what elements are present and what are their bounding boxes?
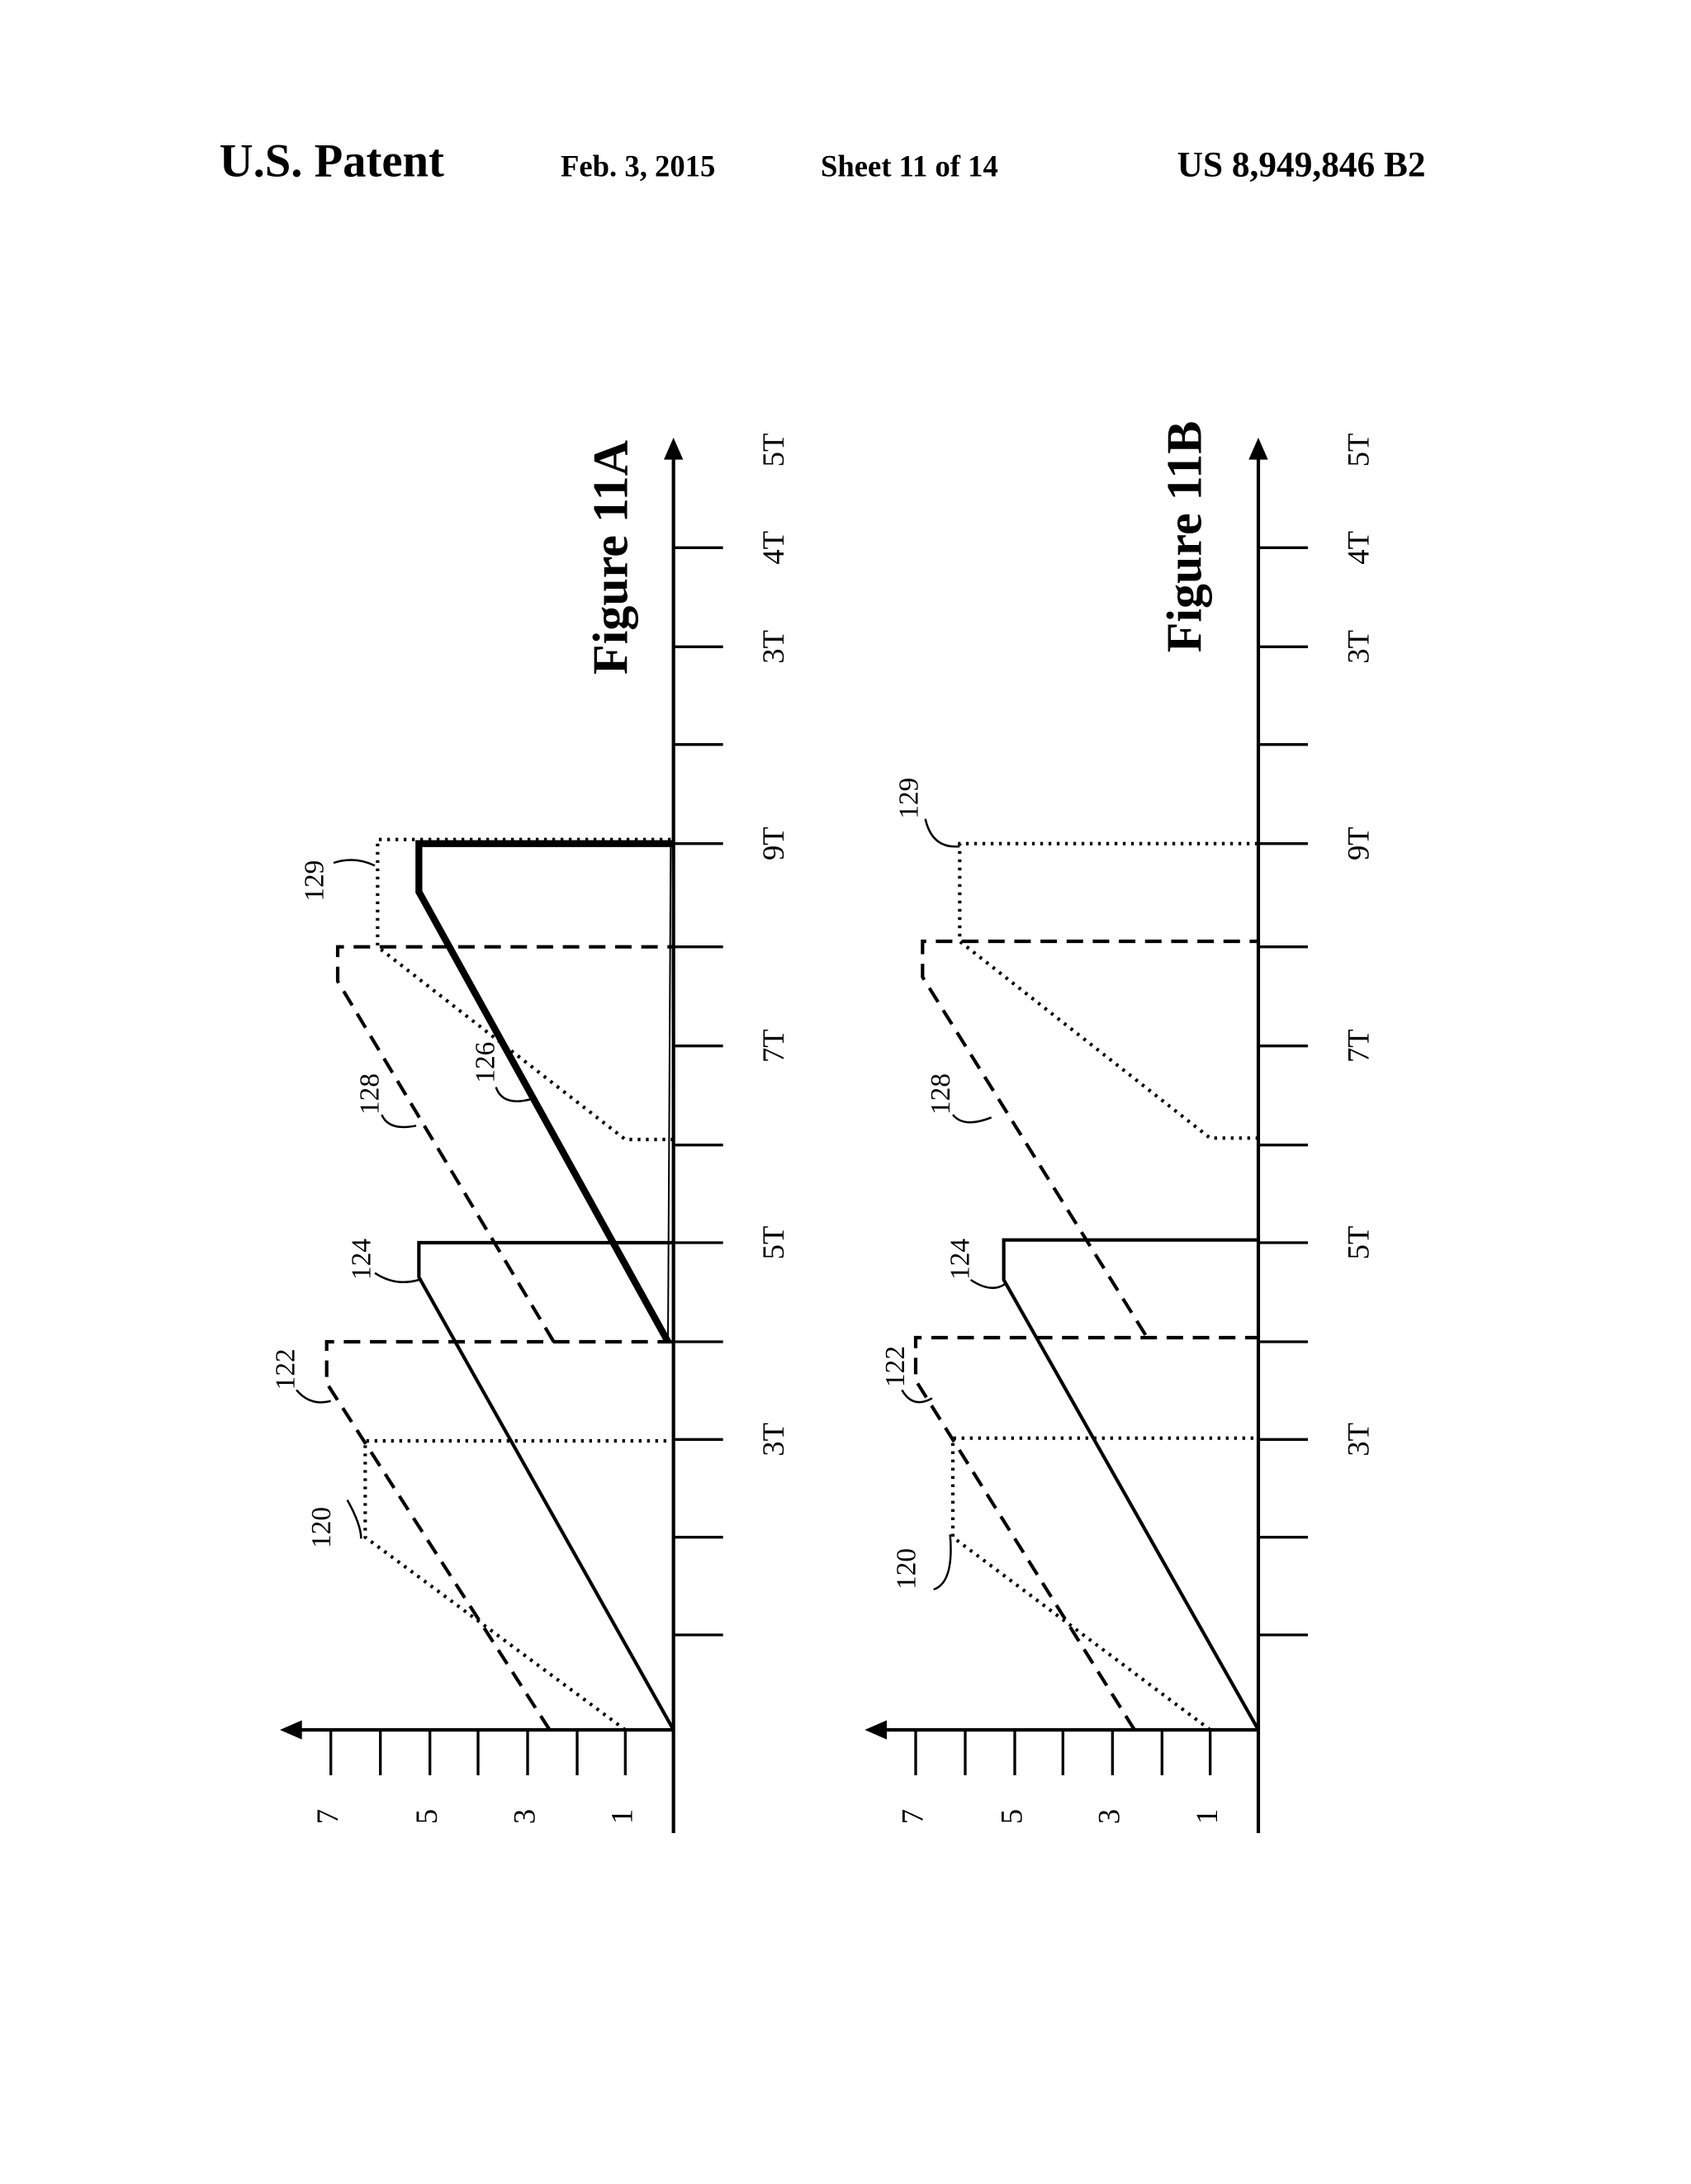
time-arrow [664, 438, 684, 460]
curve [363, 1438, 674, 1732]
leader-line [333, 859, 376, 867]
reference-numeral: 126 [470, 1042, 500, 1083]
x-tick-label: 5T [756, 1226, 790, 1260]
y-tick-label: 5 [410, 1809, 443, 1824]
leader-line [374, 1272, 419, 1283]
curve [1002, 1238, 1260, 1732]
leader-line [924, 818, 960, 848]
x-tick-label: 5T [1341, 433, 1375, 467]
y-tick-label: 1 [605, 1809, 639, 1824]
leader-line [381, 1114, 417, 1129]
y-tick-label: 7 [310, 1809, 344, 1824]
y-tick-label: 1 [1190, 1809, 1224, 1824]
header-date: Feb. 3, 2015 [561, 149, 715, 182]
header-left: U.S. Patent [220, 135, 444, 187]
x-tick-label: 3T [756, 1423, 790, 1457]
reference-numeral: 120 [306, 1507, 337, 1548]
curve [913, 1335, 1258, 1732]
leader-line [296, 1389, 331, 1404]
x-tick-label: 5T [1341, 1226, 1375, 1260]
time-arrow [1248, 438, 1268, 460]
x-tick-label: 7T [1341, 1029, 1375, 1063]
leader-line [495, 1087, 535, 1102]
y-tick-label: 3 [507, 1809, 541, 1824]
figure: 3T 5T 7T 9T 3T 4T 5T 1 3 5 7 [864, 433, 1375, 1833]
reference-numeral: 124 [945, 1239, 975, 1280]
leader-line [933, 1534, 952, 1591]
x-tick-label: 3T [756, 630, 790, 664]
reference-numeral: 128 [354, 1073, 385, 1115]
reference-numeral: 122 [880, 1346, 911, 1387]
figure-title: Figure 11A [583, 440, 637, 675]
figure: 3T 5T 7T 9T 3T 4T 5T 1 3 5 7 [280, 433, 790, 1833]
x-tick-label: 5T [756, 433, 790, 467]
y-tick-label: 5 [994, 1809, 1028, 1824]
curve [335, 945, 674, 1343]
leader-line [969, 1278, 1007, 1290]
x-tick-label: 7T [756, 1029, 790, 1063]
reference-numeral: 128 [926, 1073, 956, 1115]
reference-numeral: 122 [271, 1348, 301, 1390]
y-tick-label: 7 [895, 1809, 929, 1824]
figure-title: Figure 11B [1157, 421, 1211, 653]
x-tick-label: 3T [1341, 1423, 1375, 1457]
curve [958, 841, 1258, 1140]
reference-numeral: 129 [300, 860, 330, 902]
x-tick-label: 3T [1341, 630, 1375, 664]
value-arrow [280, 1720, 302, 1740]
x-tick-label: 4T [756, 531, 790, 565]
curve [324, 1339, 674, 1732]
leader-line [901, 1389, 933, 1404]
x-tick-label: 9T [1341, 827, 1375, 860]
y-tick-label: 3 [1092, 1809, 1126, 1824]
curve [415, 840, 674, 1344]
reference-numeral: 129 [894, 778, 925, 819]
leader-line [346, 1499, 362, 1539]
curve [921, 939, 1258, 1336]
reference-numeral: 124 [346, 1239, 377, 1280]
x-tick-label: 4T [1341, 531, 1375, 565]
leader-line [952, 1114, 992, 1124]
x-tick-label: 9T [756, 827, 790, 860]
curve [417, 1240, 675, 1732]
value-arrow [864, 1720, 887, 1740]
reference-numeral: 120 [891, 1548, 921, 1589]
curve [667, 843, 672, 1343]
header-number: US 8,949,846 B2 [1177, 144, 1426, 184]
header-sheet: Sheet 11 of 14 [821, 149, 998, 182]
